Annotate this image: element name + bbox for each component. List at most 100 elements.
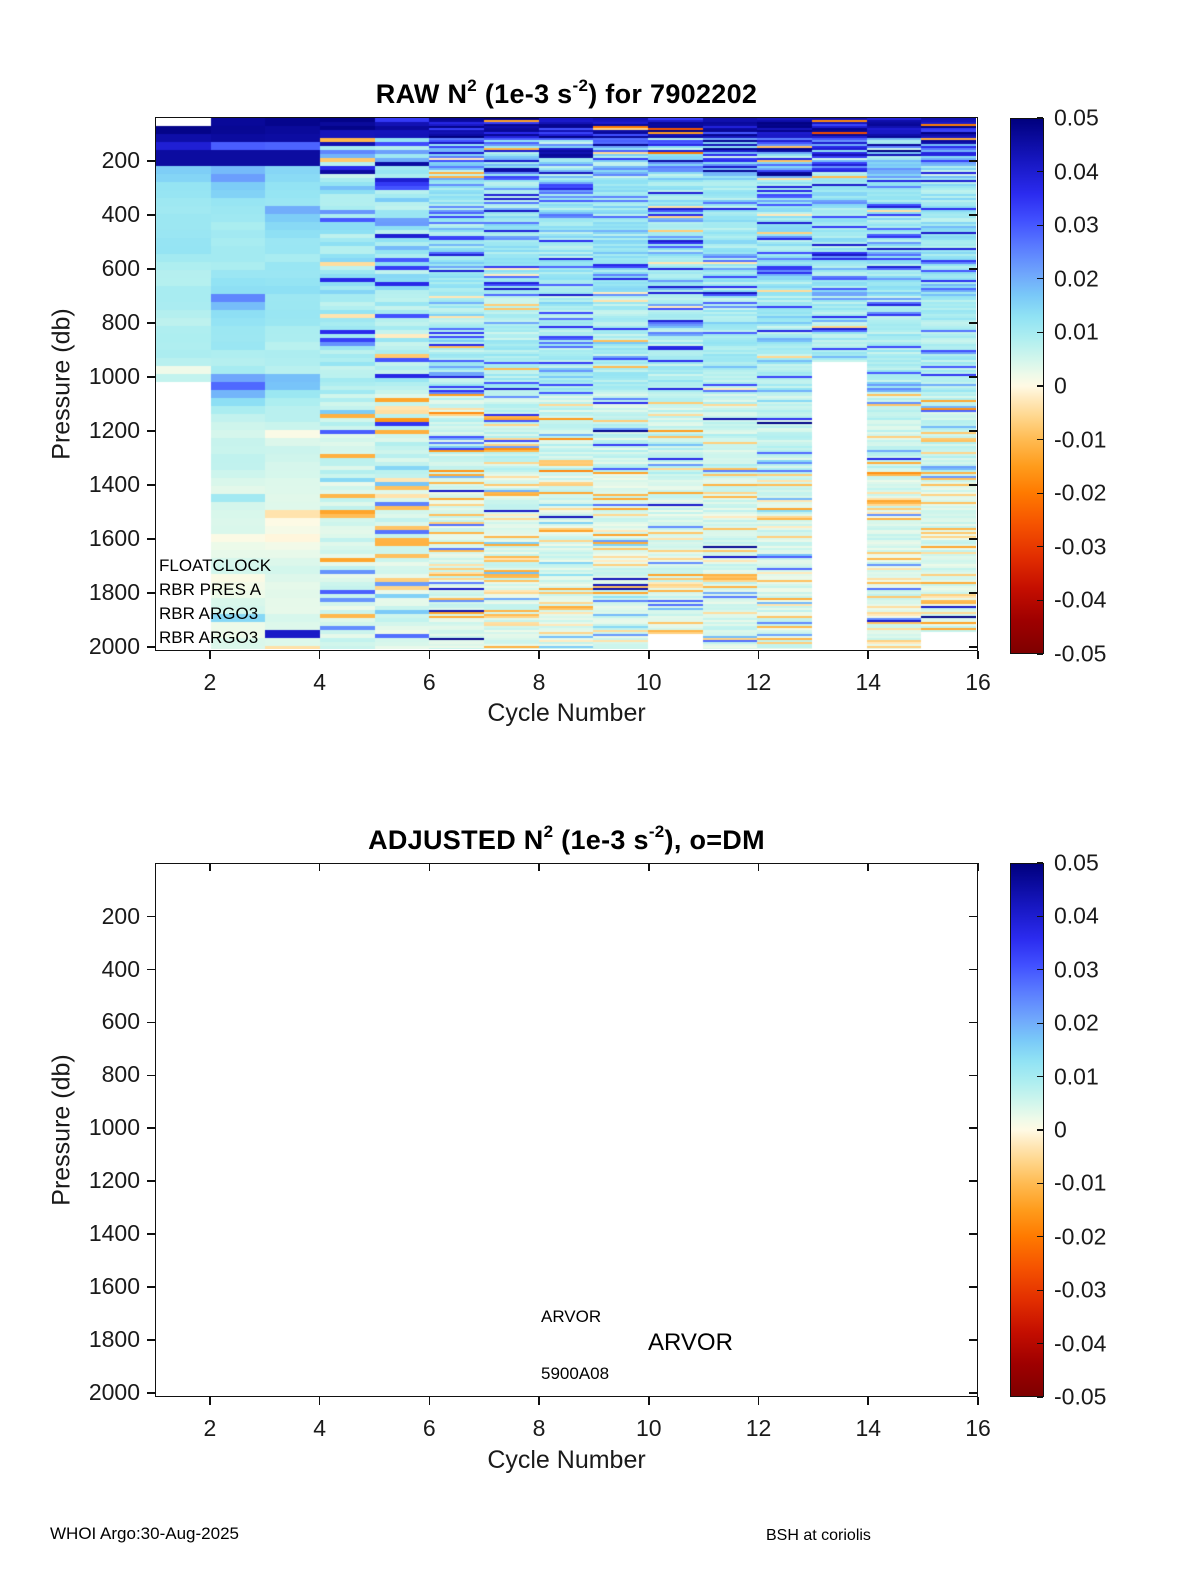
- colorbar-tick-mark: [1037, 1075, 1043, 1078]
- x-tick-mark: [867, 651, 870, 659]
- y-tick-label: 2000: [88, 632, 140, 659]
- colorbar-tick-mark: [1037, 438, 1043, 441]
- y-tick-mark-right: [969, 159, 977, 162]
- annotation-floatclock: FLOATCLOCK: [159, 556, 272, 575]
- y-tick-label: 600: [101, 254, 140, 281]
- x-tick-mark-top: [209, 863, 211, 871]
- y-tick-mark: [147, 376, 155, 378]
- x-tick-mark: [209, 1397, 211, 1405]
- colorbar-tick-label: -0.03: [1054, 533, 1107, 560]
- colorbar-tick-mark: [1037, 1236, 1043, 1238]
- colorbar-tick-mark: [1037, 1396, 1043, 1398]
- x-tick-mark: [648, 651, 650, 659]
- raw-x-axis-label: Cycle Number: [487, 699, 646, 727]
- colorbar-tick-mark: [1037, 862, 1043, 864]
- x-tick-label: 10: [636, 1415, 662, 1441]
- x-tick-mark-top: [538, 863, 540, 871]
- colorbar-tick-mark: [1037, 969, 1043, 971]
- raw-plot-area: FLOATCLOCK RBR PRES A RBR ARGO3 RBR ARGO…: [155, 117, 978, 651]
- y-tick-mark-right: [969, 1339, 977, 1341]
- y-tick-label: 1200: [88, 416, 140, 443]
- colorbar-tick-label: 0: [1054, 1116, 1067, 1143]
- y-tick-label: 200: [101, 146, 140, 173]
- colorbar-tick-label: 0: [1054, 372, 1067, 399]
- x-tick-label: 14: [855, 669, 882, 695]
- y-tick-label: 1800: [88, 578, 140, 605]
- colorbar-tick-label: 0.02: [1054, 265, 1099, 292]
- y-tick-mark: [147, 322, 155, 324]
- colorbar-tick-label: 0.01: [1054, 318, 1099, 345]
- y-tick-mark-right: [969, 1074, 977, 1077]
- x-tick-label: 10: [636, 669, 662, 695]
- y-tick-mark-right: [969, 538, 977, 540]
- x-tick-label: 4: [313, 669, 326, 695]
- adjusted-plot-area: ARVOR ARVOR 5900A08: [155, 863, 978, 1397]
- colorbar-tick-mark: [1037, 331, 1043, 334]
- colorbar-tick-label: -0.04: [1054, 586, 1107, 613]
- y-tick-mark-right: [969, 1233, 977, 1235]
- colorbar-tick-mark: [1037, 546, 1043, 548]
- colorbar-tick-label: -0.05: [1054, 640, 1107, 667]
- colorbar-tick-mark: [1037, 278, 1043, 280]
- x-tick-mark: [977, 651, 979, 659]
- footer-left-credit: WHOI Argo:30-Aug-2025: [50, 1524, 239, 1543]
- adjusted-x-axis-label: Cycle Number: [487, 1446, 646, 1474]
- x-tick-label: 8: [532, 669, 546, 695]
- colorbar-tick-mark: [1037, 224, 1043, 226]
- colorbar-tick-label: -0.01: [1054, 1169, 1107, 1196]
- x-tick-label: 6: [422, 1415, 436, 1441]
- annotation-rbr-argo3-2: RBR ARGO3: [159, 628, 259, 647]
- y-tick-label: 800: [101, 308, 140, 335]
- y-tick-mark: [147, 1021, 155, 1024]
- y-tick-label: 1600: [88, 524, 140, 551]
- y-tick-mark-right: [969, 213, 977, 216]
- x-tick-mark: [318, 1397, 321, 1405]
- x-tick-label: 12: [745, 669, 772, 695]
- x-tick-label: 2: [203, 1415, 217, 1441]
- y-tick-mark: [147, 484, 155, 486]
- y-tick-mark-right: [969, 376, 977, 378]
- x-tick-mark: [867, 1397, 870, 1405]
- x-tick-mark: [757, 1397, 760, 1405]
- colorbar-tick-mark: [1037, 1289, 1043, 1291]
- y-tick-mark: [147, 1127, 155, 1130]
- colorbar-tick-mark: [1037, 1182, 1043, 1185]
- colorbar-tick-label: 0.03: [1054, 956, 1099, 983]
- x-tick-mark-top: [757, 863, 760, 871]
- y-tick-label: 400: [101, 200, 140, 227]
- x-tick-mark-top: [318, 863, 321, 871]
- x-tick-mark: [538, 1397, 540, 1405]
- x-tick-mark: [757, 651, 760, 659]
- y-tick-label: 1200: [88, 1167, 140, 1194]
- y-tick-label: 1000: [88, 362, 140, 389]
- x-tick-label: 6: [422, 669, 436, 695]
- y-tick-label: 1600: [88, 1272, 140, 1299]
- y-tick-label: 200: [101, 902, 140, 929]
- y-tick-mark-right: [969, 1391, 977, 1394]
- x-tick-label: 14: [855, 1415, 882, 1441]
- colorbar-tick-mark: [1037, 170, 1043, 173]
- x-tick-mark-top: [648, 863, 650, 871]
- x-tick-mark: [428, 651, 431, 659]
- colorbar-tick-label: 0.05: [1054, 849, 1099, 876]
- y-tick-label: 600: [101, 1008, 140, 1035]
- colorbar-tick-label: -0.05: [1054, 1383, 1107, 1410]
- y-tick-mark: [147, 968, 155, 971]
- x-tick-label: 8: [532, 1415, 546, 1441]
- y-tick-label: 1400: [88, 470, 140, 497]
- y-tick-mark-right: [969, 646, 977, 648]
- x-tick-label: 2: [203, 669, 217, 695]
- x-tick-label: 16: [965, 1415, 991, 1441]
- raw-chart-title: RAW N2 (1e-3 s-2) for 7902202: [375, 76, 758, 109]
- colorbar-tick-label: 0.05: [1054, 104, 1099, 131]
- y-tick-label: 2000: [88, 1378, 140, 1405]
- annotation-arvor-large: ARVOR: [648, 1329, 733, 1356]
- colorbar-tick-mark: [1037, 1342, 1043, 1345]
- x-tick-mark: [977, 1397, 979, 1405]
- y-tick-label: 1000: [88, 1114, 140, 1141]
- x-tick-mark: [209, 651, 211, 659]
- y-tick-mark: [147, 1233, 155, 1235]
- y-tick-mark: [147, 1286, 155, 1288]
- y-tick-mark: [147, 267, 155, 270]
